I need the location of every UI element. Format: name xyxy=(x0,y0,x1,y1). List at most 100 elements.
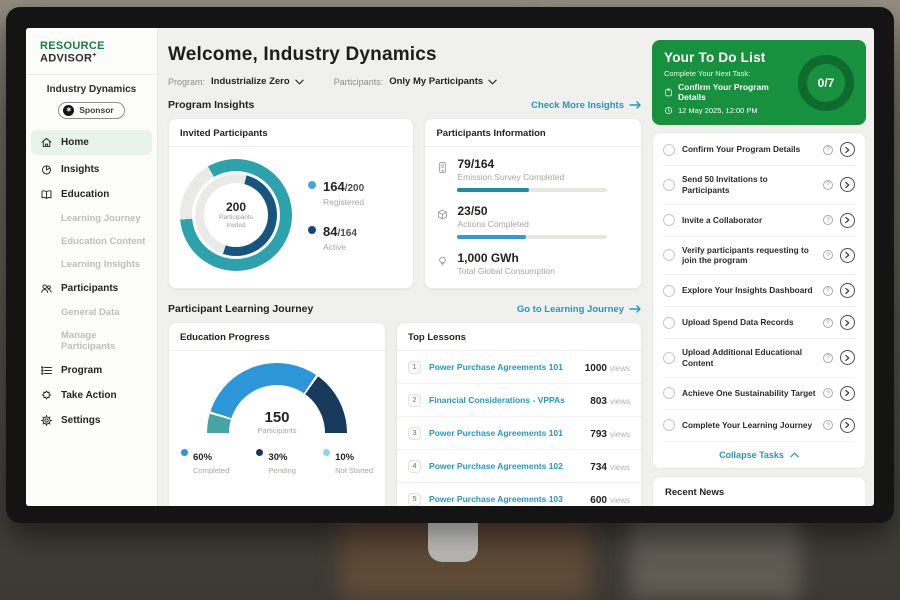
sponsor-badge[interactable]: ✶ Sponsor xyxy=(58,101,125,119)
sidebar-item-home[interactable]: Home xyxy=(31,129,152,155)
education-progress-gauge: 150 Participants xyxy=(207,363,348,435)
sidebar-item-participants[interactable]: Participants xyxy=(26,276,157,301)
task-open-button[interactable] xyxy=(840,350,855,366)
sidebar-item-manage-participants[interactable]: Manage Participants xyxy=(61,329,116,352)
invited-participants-card: Invited Participants 200 Participants In… xyxy=(168,118,415,289)
survey-icon xyxy=(439,162,447,173)
donut-center-label: Participants Invited xyxy=(219,213,253,229)
card-title: Education Progress xyxy=(169,323,386,351)
lesson-row: 2 Financial Considerations - VPPAs 803 vi… xyxy=(397,384,641,417)
lesson-row: 3 Power Purchase Agreements 101 793 views xyxy=(397,417,641,450)
participants-filter: Participants: Only My Participants xyxy=(334,76,498,87)
program-filter: Program: Industrialize Zero xyxy=(168,76,304,87)
stat-emission-survey: 79/164 Emission Survey Completed xyxy=(436,157,630,192)
sidebar-item-insights[interactable]: Insights xyxy=(26,157,157,182)
help-icon[interactable]: ? xyxy=(823,317,833,328)
clock-icon xyxy=(665,107,672,114)
todo-task-list: Confirm Your Program Details ? Send 50 I… xyxy=(652,132,866,469)
program-filter-dropdown[interactable]: Industrialize Zero xyxy=(211,76,304,87)
task-row: Achieve One Sustainability Target ? xyxy=(663,378,855,410)
task-row: Complete Your Learning Journey ? xyxy=(663,410,855,442)
task-open-button[interactable] xyxy=(840,417,855,433)
sidebar-item-take-action[interactable]: Take Action xyxy=(26,383,157,408)
collapse-tasks-link[interactable]: Collapse Tasks xyxy=(663,442,855,463)
help-icon[interactable]: ? xyxy=(823,250,833,261)
sidebar-item-education[interactable]: Education xyxy=(26,182,157,207)
sidebar-item-general-data[interactable]: General Data xyxy=(61,306,120,318)
stat-actions-completed: 23/50 Actions Completed xyxy=(436,204,630,239)
lesson-link[interactable]: Power Purchase Agreements 103 xyxy=(429,494,563,504)
sidebar-item-settings[interactable]: Settings xyxy=(26,408,157,433)
chevron-right-icon xyxy=(845,216,850,224)
divider xyxy=(26,73,157,75)
task-open-button[interactable] xyxy=(840,315,855,331)
task-checkbox[interactable] xyxy=(663,284,675,297)
book-icon xyxy=(41,189,52,199)
help-icon[interactable]: ? xyxy=(823,179,833,190)
insights-cards: Invited Participants 200 Participants In… xyxy=(168,118,642,289)
help-icon[interactable]: ? xyxy=(823,285,833,296)
chevron-down-icon xyxy=(488,79,497,84)
sidebar-item-learning-insights[interactable]: Learning Insights xyxy=(61,258,141,270)
go-to-learning-journey-link[interactable]: Go to Learning Journey xyxy=(517,304,642,315)
lesson-link[interactable]: Power Purchase Agreements 101 xyxy=(429,428,563,438)
sponsor-icon: ✶ xyxy=(63,104,75,116)
cube-icon xyxy=(438,209,448,220)
task-row: Send 50 Invitations to Participants ? xyxy=(663,166,855,205)
help-icon[interactable]: ? xyxy=(823,388,833,399)
sidebar: RESOURCE ADVISOR+ Industry Dynamics ✶ Sp… xyxy=(26,28,158,506)
task-checkbox[interactable] xyxy=(663,351,675,364)
lesson-row: 5 Power Purchase Agreements 103 600 views xyxy=(397,483,641,506)
gauge-center-label: Participants xyxy=(257,426,297,435)
chevron-right-icon xyxy=(845,354,850,361)
task-checkbox[interactable] xyxy=(663,316,675,329)
org-name: Industry Dynamics xyxy=(46,83,137,95)
task-checkbox[interactable] xyxy=(663,249,675,262)
sidebar-item-program[interactable]: Program xyxy=(26,358,157,383)
help-icon[interactable]: ? xyxy=(823,215,833,226)
task-open-button[interactable] xyxy=(840,212,855,228)
legend-not-started: 10% Not Started xyxy=(323,447,373,475)
help-icon[interactable]: ? xyxy=(823,144,833,155)
sidebar-item-education-content[interactable]: Education Content xyxy=(61,235,146,247)
gauge-legend: 60% Completed 30% Pending 10% Not Starte… xyxy=(169,437,385,487)
participants-filter-dropdown[interactable]: Only My Participants xyxy=(389,76,497,87)
task-checkbox[interactable] xyxy=(663,387,675,400)
task-open-button[interactable] xyxy=(840,177,855,193)
sidebar-item-learning-journey[interactable]: Learning Journey xyxy=(61,212,141,224)
program-insights-header: Program Insights Check More Insights xyxy=(168,99,642,111)
lesson-link[interactable]: Power Purchase Agreements 102 xyxy=(429,461,563,471)
donut-center-value: 200 xyxy=(225,199,247,214)
clipboard-icon xyxy=(665,88,672,96)
todo-summary-card: Your To Do List Complete Your Next Task:… xyxy=(652,40,866,125)
todo-title: Your To Do List xyxy=(664,50,766,65)
todo-panel: Your To Do List Complete Your Next Task:… xyxy=(652,28,866,506)
task-row: Verify participants requesting to join t… xyxy=(663,237,855,276)
lesson-link[interactable]: Financial Considerations - VPPAs xyxy=(429,395,565,405)
help-icon[interactable]: ? xyxy=(823,352,833,363)
task-open-button[interactable] xyxy=(840,385,855,401)
section-title: Program Insights xyxy=(168,99,255,111)
chevron-right-icon xyxy=(845,319,850,326)
task-checkbox[interactable] xyxy=(663,178,675,191)
todo-due-date: 12 May 2025, 12:00 PM xyxy=(664,106,790,115)
task-row: Explore Your Insights Dashboard ? xyxy=(663,275,855,308)
todo-progress-ring: 0/7 xyxy=(798,54,854,111)
pie-chart-icon xyxy=(41,165,52,175)
arrow-right-icon xyxy=(629,101,641,109)
todo-subtitle: Complete Your Next Task: xyxy=(664,69,751,78)
chevron-right-icon xyxy=(845,181,850,188)
check-more-insights-link[interactable]: Check More Insights xyxy=(531,100,642,111)
sponsor-label: Sponsor xyxy=(79,105,114,116)
help-icon[interactable]: ? xyxy=(823,420,833,431)
lesson-link[interactable]: Power Purchase Agreements 101 xyxy=(429,362,563,372)
task-checkbox[interactable] xyxy=(663,419,675,432)
progress-bar xyxy=(457,188,608,192)
task-open-button[interactable] xyxy=(840,283,855,299)
task-open-button[interactable] xyxy=(840,142,855,157)
learning-journey-header: Participant Learning Journey Go to Learn… xyxy=(168,303,642,315)
task-checkbox[interactable] xyxy=(663,214,675,227)
chevron-up-icon xyxy=(790,452,799,458)
task-open-button[interactable] xyxy=(840,247,855,263)
task-checkbox[interactable] xyxy=(663,143,675,156)
